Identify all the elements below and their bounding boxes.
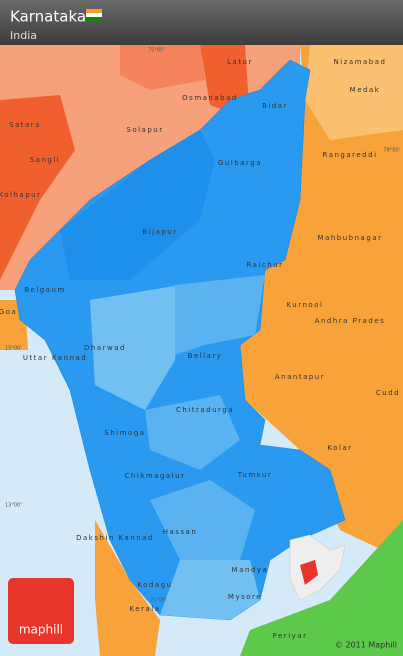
region-label: Bijapur xyxy=(142,228,177,236)
region-label: Periyar xyxy=(273,632,308,640)
region-red xyxy=(0,95,75,280)
region-label: Chitradurga xyxy=(176,406,234,414)
region-label: Mysore xyxy=(228,593,262,601)
region-label: Kodagu xyxy=(137,581,172,589)
region-label: Shimoga xyxy=(104,429,145,437)
district xyxy=(160,560,260,620)
coordinate-label: 75°00' xyxy=(148,48,165,54)
region-label: Anantapur xyxy=(275,373,325,381)
india-inset xyxy=(289,534,346,601)
region-label: Dakshin Kannad xyxy=(76,534,154,542)
region-label: Kolar xyxy=(327,444,352,452)
region-label: Rangareddi xyxy=(322,151,377,159)
region-orange xyxy=(120,45,205,90)
coordinate-label: 75°00' xyxy=(150,598,167,604)
region-label: Hassan xyxy=(163,528,198,536)
kerala xyxy=(95,520,160,656)
tamil-nadu xyxy=(240,520,403,656)
region-label: Latur xyxy=(227,58,253,66)
region-light-orange xyxy=(305,45,403,140)
region-label: Uttar Kannad xyxy=(23,354,87,362)
district xyxy=(90,285,180,410)
region-label: Kerala xyxy=(130,605,161,613)
coordinate-label: 13°00' xyxy=(5,503,22,509)
district xyxy=(145,395,240,470)
coordinate-label: 78°00' xyxy=(383,148,400,154)
region-label: Chikmagalur xyxy=(125,472,186,480)
subtitle: India xyxy=(10,29,37,42)
region-label: Mahbubnagar xyxy=(318,234,383,242)
region-label: Belgaum xyxy=(24,286,66,294)
region-label: Goa xyxy=(0,308,17,316)
region-label: Raichur xyxy=(246,261,283,269)
flag xyxy=(86,9,102,21)
region-label: Tumkur xyxy=(237,471,273,479)
coordinate-label: 15°00' xyxy=(5,346,22,352)
region-label: Bidar xyxy=(262,102,288,110)
andhra-pradesh xyxy=(240,45,403,560)
header-bar xyxy=(0,0,403,45)
district xyxy=(60,130,215,280)
region-label: Cudd xyxy=(376,389,400,397)
district xyxy=(175,275,265,355)
region-label: Andhra Prades xyxy=(315,317,386,325)
region-label: Medak xyxy=(350,86,381,94)
region-label: Bellary xyxy=(188,352,223,360)
region-label: Kurnool xyxy=(287,301,324,309)
region-label: Sangli xyxy=(30,156,61,164)
region-label: Mandya xyxy=(232,566,269,574)
region-label: Nizamabad xyxy=(334,58,387,66)
region-label: Kolhapur xyxy=(0,191,41,199)
logo-box xyxy=(8,578,74,644)
region-label: Dharwad xyxy=(84,344,126,352)
region-label: Satara xyxy=(9,121,41,129)
logo: maphill xyxy=(19,623,63,637)
inset-karnataka xyxy=(300,560,318,585)
title: Karnataka xyxy=(10,8,86,26)
copyright: © 2011 Maphill xyxy=(335,641,397,650)
district xyxy=(150,480,255,560)
region-label: Osmanabad xyxy=(182,94,238,102)
region-label: Gulbarga xyxy=(218,159,262,167)
region-label: Solapur xyxy=(126,126,163,134)
